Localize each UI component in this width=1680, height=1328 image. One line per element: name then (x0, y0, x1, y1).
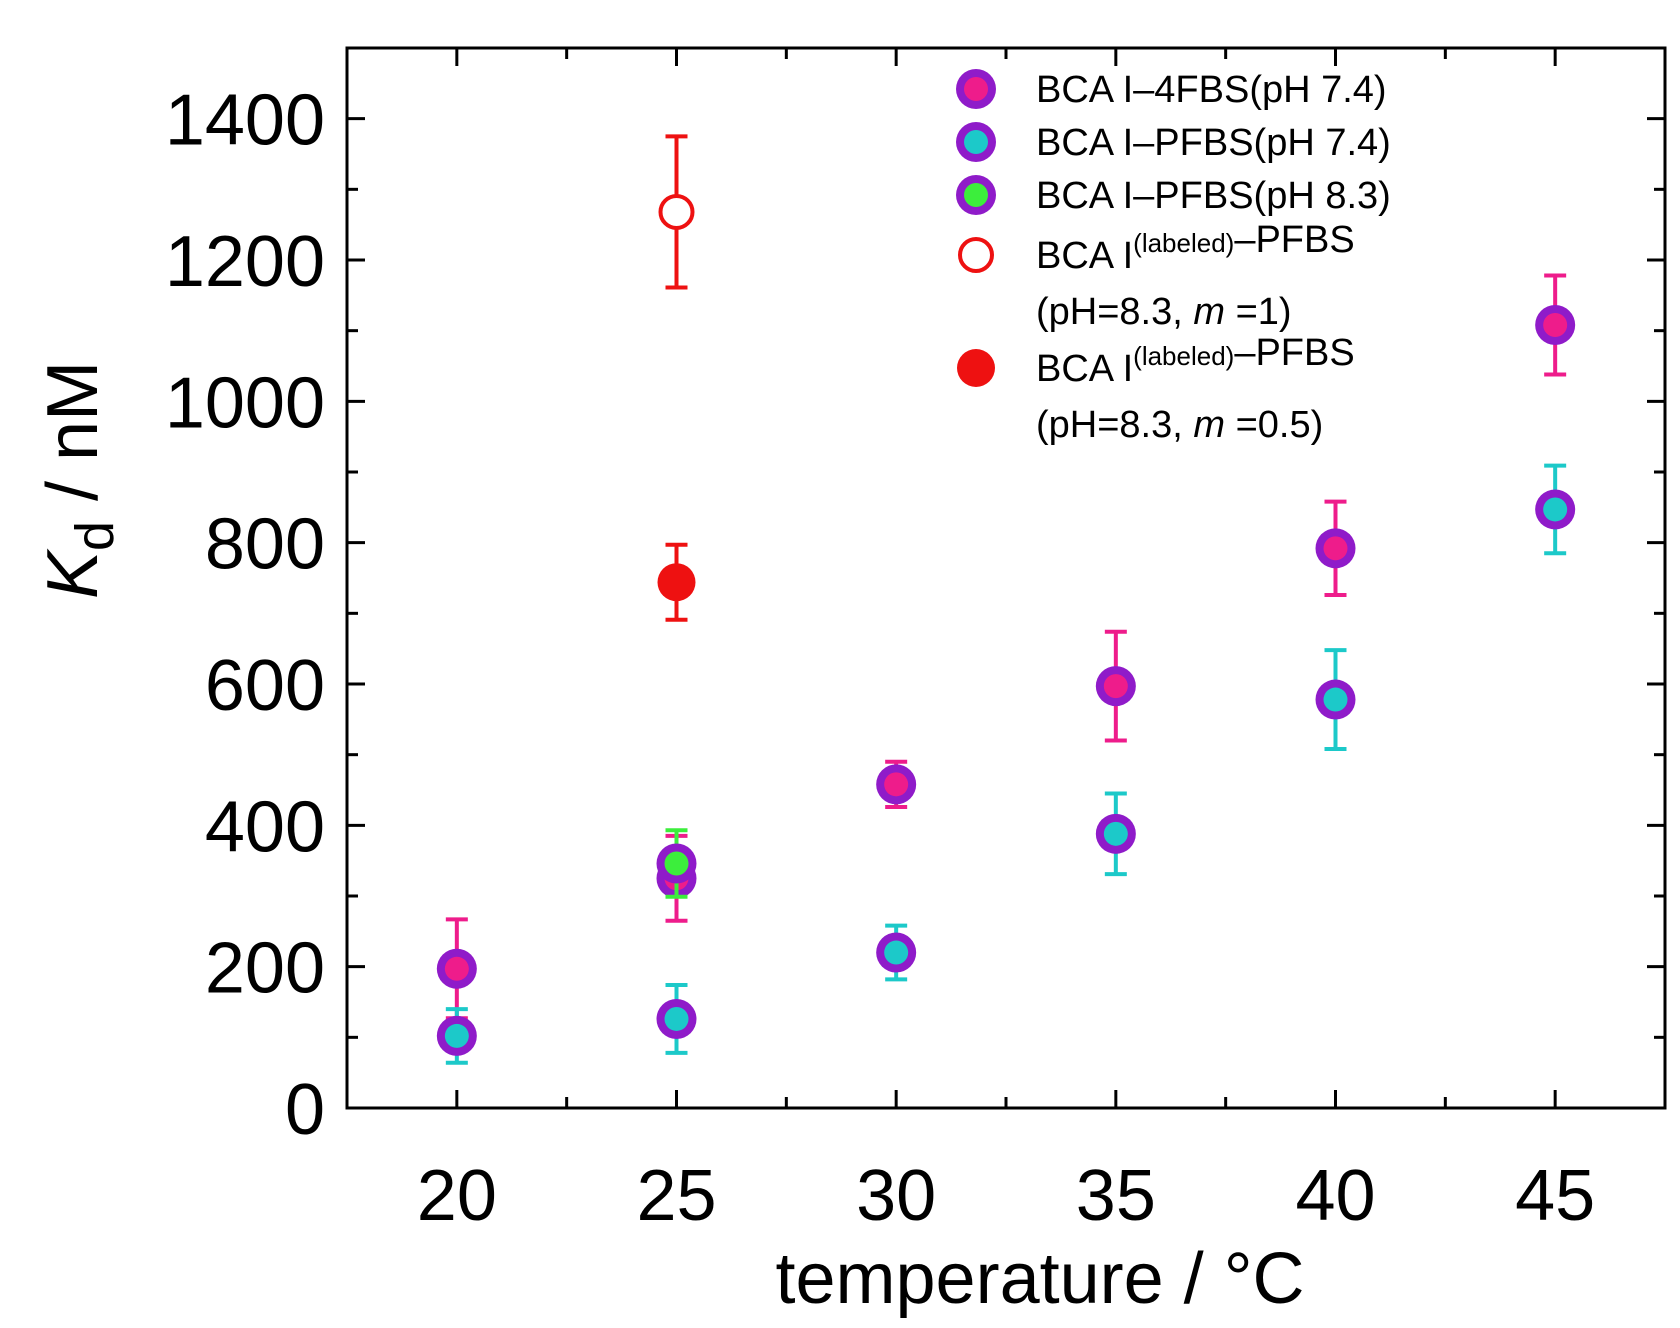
legend-label: BCA I(labeled)–PFBS (1036, 332, 1355, 390)
x-axis-label-main: temperature / (775, 1239, 1223, 1319)
legend-text-part: BCA I–PFBS(pH 7.4) (1036, 122, 1391, 164)
legend: BCA I–4FBS(pH 7.4) BCA I–PFBS(pH 7.4) BCA … (956, 69, 1391, 446)
data-point-fill (664, 851, 689, 876)
legend-italic: m (1193, 404, 1225, 446)
legend-symbol-fill (964, 130, 988, 154)
data-point-fill (884, 772, 909, 797)
legend-text-part: BCA I (1036, 235, 1133, 277)
data-point-fill (1543, 313, 1568, 338)
legend-text-part: –PFBS (1234, 219, 1354, 261)
series-3 (656, 828, 697, 899)
x-tick-label: 45 (1515, 1156, 1595, 1236)
legend-text-part: (pH=8.3, (1036, 404, 1193, 446)
legend-entry-1: BCA I–4FBS(pH 7.4) (956, 69, 1387, 111)
legend-entry-3: BCA I–PFBS(pH 8.3) (956, 175, 1391, 217)
y-tick-label: 600 (205, 646, 325, 726)
y-tick-label: 400 (205, 787, 325, 867)
axis-ticks (347, 48, 1665, 1108)
legend-label: BCA I–PFBS(pH 8.3) (1036, 175, 1391, 217)
legend-symbol-fill (964, 77, 988, 101)
legend-text-part: –PFBS (1234, 332, 1354, 374)
data-point-fill (1323, 536, 1348, 561)
y-tick-label: 1200 (165, 222, 325, 302)
x-axis-label-unit: °C (1224, 1239, 1305, 1319)
y-tick-label: 800 (205, 505, 325, 585)
legend-superscript: (labeled) (1133, 341, 1234, 371)
x-tick-label: 35 (1076, 1156, 1156, 1236)
series-4 (658, 134, 695, 290)
y-axis-label: Kd / nM (33, 361, 125, 599)
legend-symbol-open (958, 237, 994, 273)
series-2 (436, 463, 1576, 1065)
data-point-filled (657, 563, 696, 602)
series-5 (657, 542, 696, 622)
data-point-fill (884, 940, 909, 965)
data-point-fill (664, 1006, 689, 1031)
y-axis-label-subscript: d (65, 521, 125, 551)
tick-labels: 20 25 30 35 40 45 0 200 400 600 800 1000 1200 1400 (165, 81, 1595, 1236)
data-point-open (658, 193, 695, 230)
legend-entry-2: BCA I–PFBS(pH 7.4) (956, 122, 1391, 164)
y-tick-label: 0 (285, 1070, 325, 1150)
legend-text-part: BCA I–PFBS(pH 8.3) (1036, 175, 1391, 217)
x-tick-label: 30 (856, 1156, 936, 1236)
legend-label: BCA I(labeled)–PFBS (1036, 219, 1355, 277)
data-markers (436, 134, 1576, 1065)
y-tick-label: 1000 (165, 363, 325, 443)
y-tick-label: 1400 (165, 81, 325, 161)
legend-label: BCA I–4FBS(pH 7.4) (1036, 69, 1387, 111)
data-point-fill (1323, 687, 1348, 712)
legend-text-part: (pH=8.3, (1036, 291, 1193, 333)
data-point-fill (1103, 674, 1128, 699)
x-tick-label: 40 (1295, 1156, 1375, 1236)
y-axis-label-symbol: K (33, 548, 113, 599)
plot-area (345, 46, 1667, 1110)
y-tick-label: 200 (205, 929, 325, 1009)
legend-label: (pH=8.3, m =1) (1036, 291, 1292, 333)
legend-text-part: =0.5) (1225, 404, 1323, 446)
legend-italic: m (1193, 291, 1225, 333)
y-axis-label-unit: / nM (33, 361, 113, 521)
plot-frame (345, 46, 1667, 1110)
data-point-fill (444, 1023, 469, 1048)
legend-text-part: BCA I–4FBS(pH 7.4) (1036, 69, 1387, 111)
legend-text-part: BCA I (1036, 348, 1133, 390)
legend-entry-4: BCA I(labeled)–PFBS (pH=8.3, m =1) (958, 219, 1355, 333)
data-point-fill (1103, 821, 1128, 846)
legend-symbol-fill (964, 183, 988, 207)
legend-label: (pH=8.3, m =0.5) (1036, 404, 1323, 446)
x-axis-label: temperature / °C (775, 1239, 1304, 1319)
legend-entry-5: BCA I(labeled)–PFBS (pH=8.3, m =0.5) (957, 332, 1355, 446)
legend-superscript: (labeled) (1133, 228, 1234, 258)
x-tick-label: 25 (636, 1156, 716, 1236)
legend-label: BCA I–PFBS(pH 7.4) (1036, 122, 1391, 164)
data-point-fill (444, 956, 469, 981)
x-tick-label: 20 (417, 1156, 497, 1236)
data-point-fill (1543, 497, 1568, 522)
series-1 (436, 273, 1576, 1021)
legend-symbol-filled (957, 349, 995, 387)
legend-text-part: =1) (1225, 291, 1292, 333)
